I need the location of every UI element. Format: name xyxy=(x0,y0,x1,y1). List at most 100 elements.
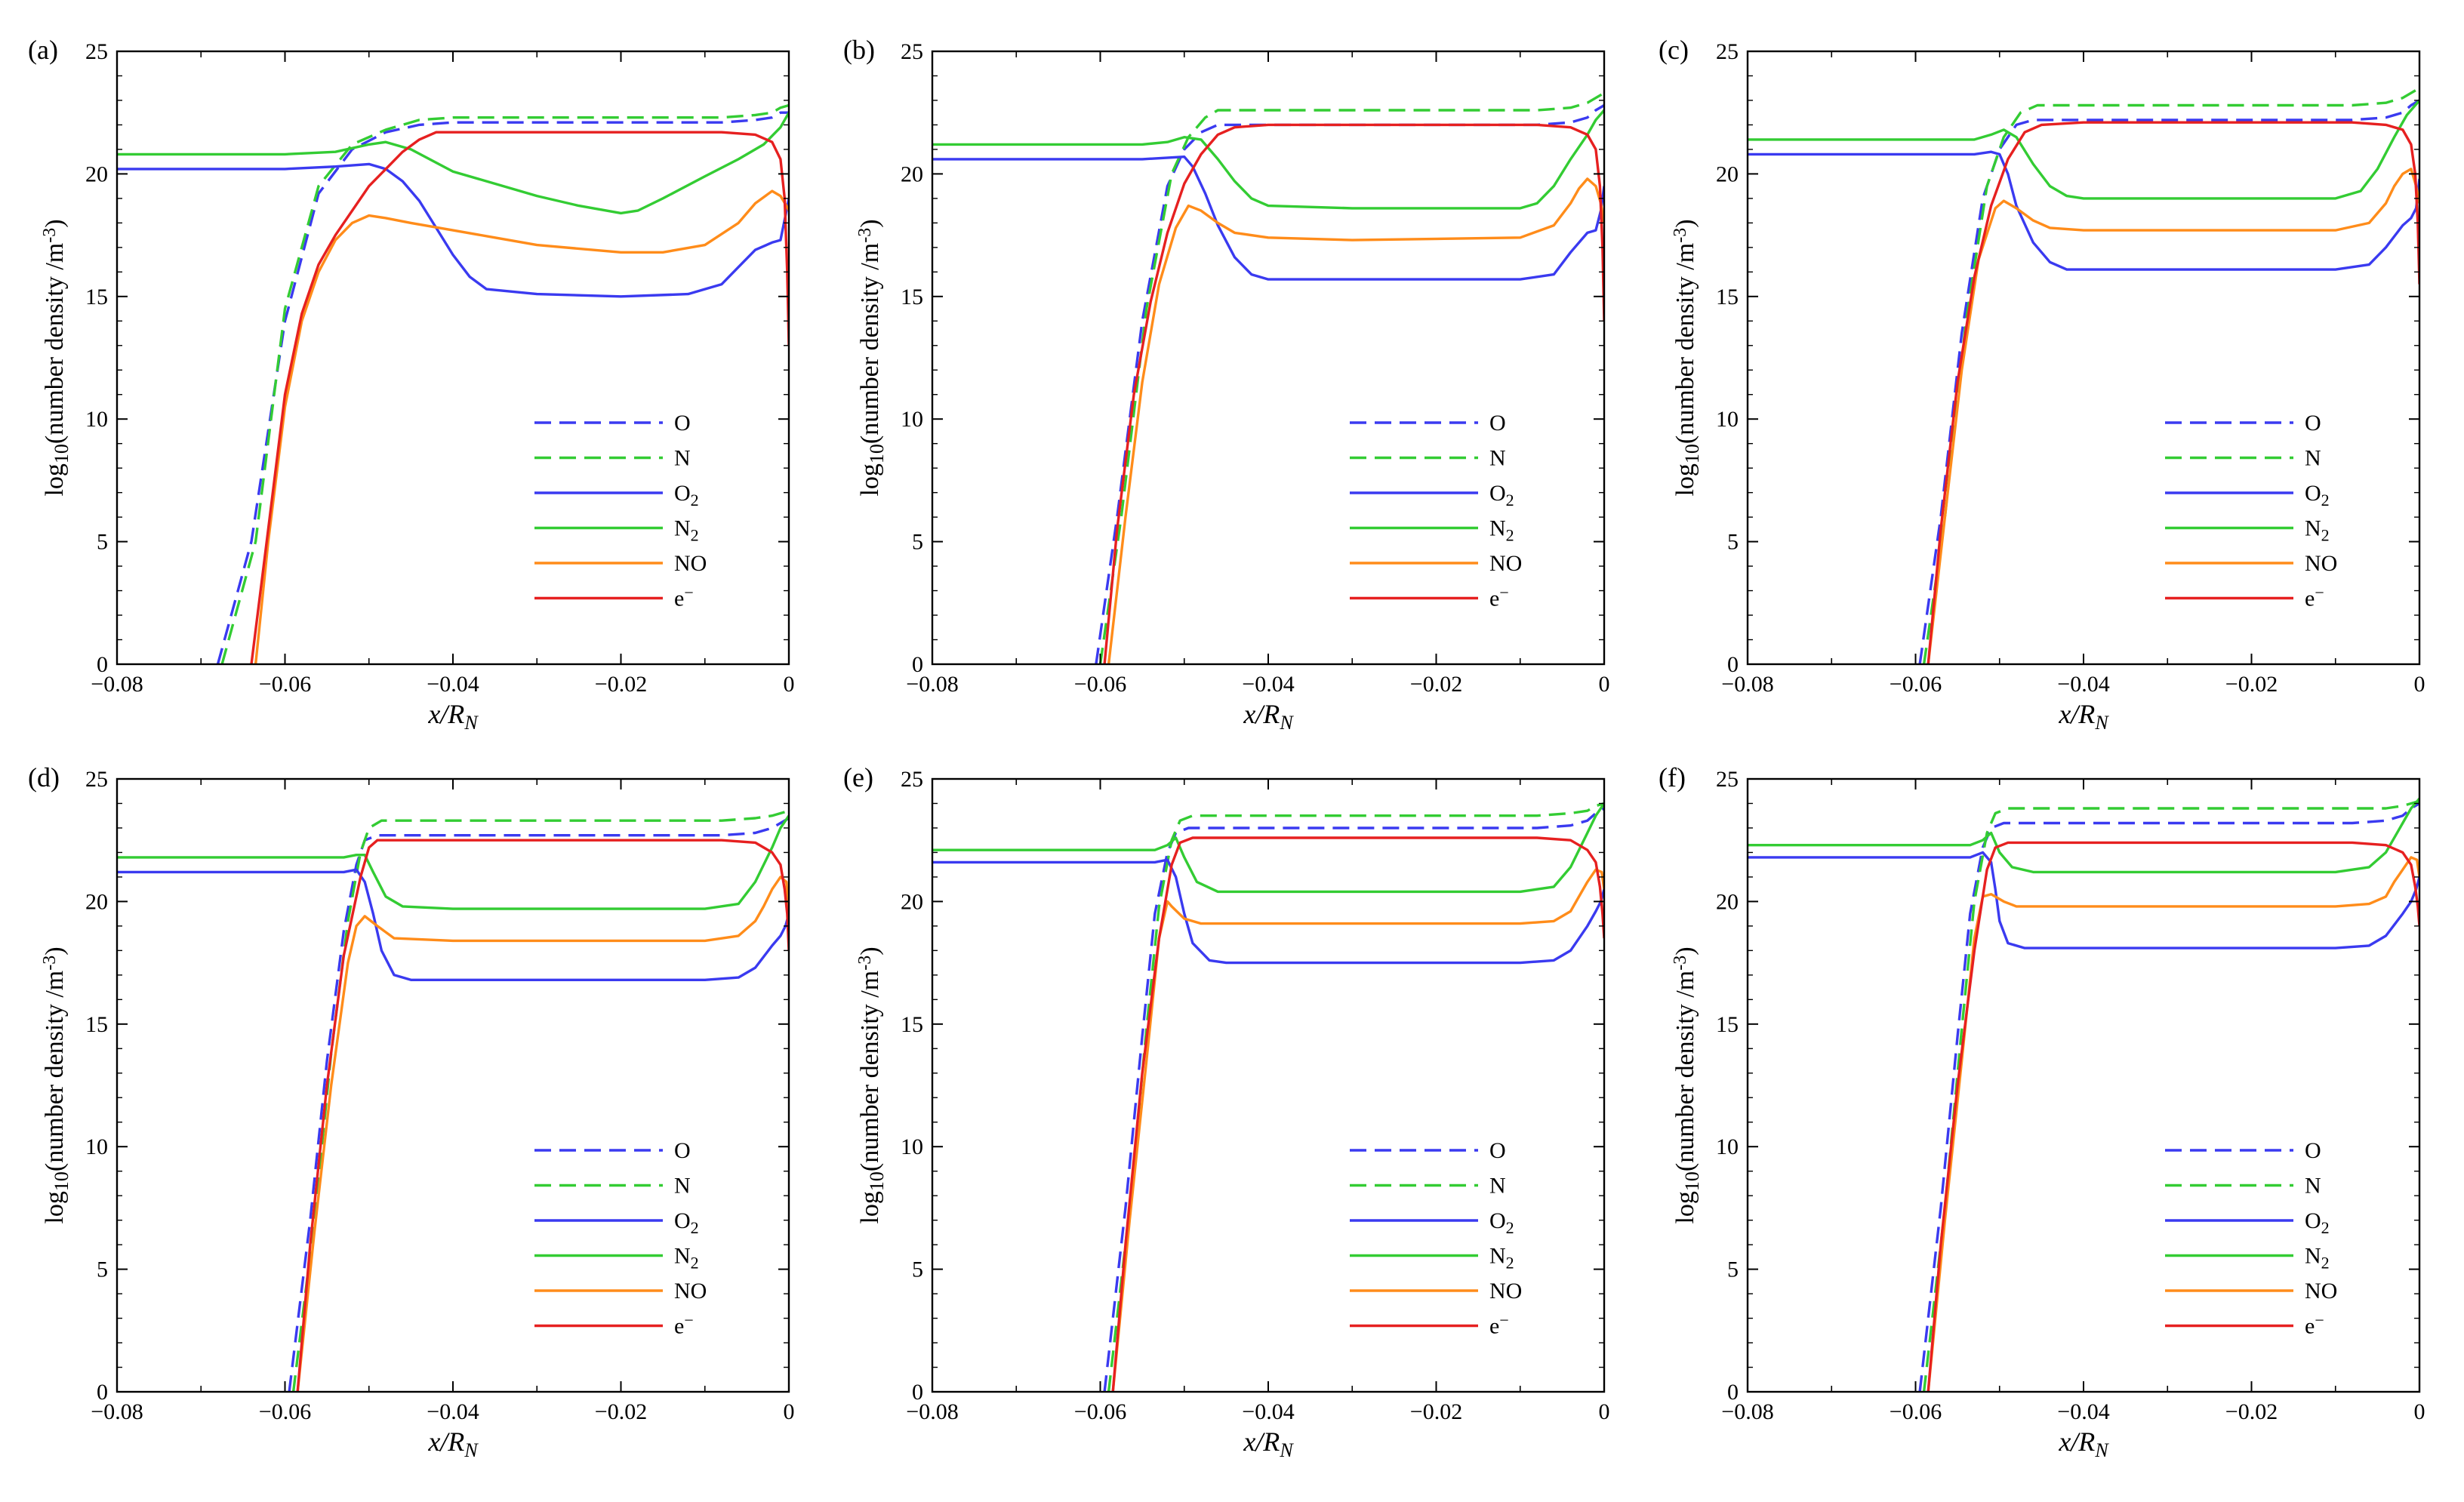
series-line-e xyxy=(1103,123,1605,664)
series-group xyxy=(932,802,1605,1392)
legend-label-name: N xyxy=(1489,1174,1506,1199)
series-line-n2 xyxy=(1748,99,2420,200)
series-line-n2 xyxy=(117,112,790,215)
legend-label-n2: N2 xyxy=(2305,1244,2330,1273)
legend-label-o: O xyxy=(2305,1138,2321,1163)
legend-label-name: e xyxy=(674,1314,684,1339)
legend-label-name: O xyxy=(2305,1208,2321,1233)
chart-panel-f: −0.08 −0.06 −0.04 −0.02 00510152025(f)x/RNlo… xyxy=(1659,762,2426,1461)
legend-label-o2: O2 xyxy=(674,1208,699,1237)
legend-label-sub: 2 xyxy=(1506,1253,1514,1272)
series-line-no xyxy=(1927,168,2420,664)
legend-label-n: N xyxy=(2305,446,2321,471)
x-tick-label: −0.08 xyxy=(906,672,958,697)
y-tick-label: 10 xyxy=(85,407,108,432)
x-axis-label-main: x/R xyxy=(2058,1427,2095,1457)
legend-label-sub: 2 xyxy=(691,1218,699,1237)
series-line-n2 xyxy=(117,814,790,910)
legend-label-name: NO xyxy=(1489,1279,1522,1303)
x-tick-label: −0.04 xyxy=(2057,672,2109,697)
y-tick-label: 15 xyxy=(901,285,923,309)
legend-label-e: e− xyxy=(2305,583,2324,611)
y-tick-label: 25 xyxy=(85,39,108,64)
x-axis-label-sub: N xyxy=(464,712,479,734)
y-tick-label: 25 xyxy=(85,767,108,792)
x-tick-label: −0.08 xyxy=(91,672,143,697)
x-axis-label-main: x/R xyxy=(427,1427,464,1457)
legend-label-sup: − xyxy=(2315,583,2324,602)
legend-label-no: NO xyxy=(1489,1279,1522,1303)
y-axis-label-log: log xyxy=(1671,1191,1699,1223)
y-tick-label: 15 xyxy=(1716,285,1739,309)
x-tick-label: −0.06 xyxy=(1074,1399,1126,1424)
y-axis-label-log: log xyxy=(41,1191,69,1223)
series-line-o xyxy=(288,817,790,1392)
x-tick-label: −0.02 xyxy=(1410,1399,1462,1424)
chart-panel-c: −0.08 −0.06 −0.04 −0.02 00510152025(c)x/RNlo… xyxy=(1659,35,2426,734)
x-tick-label: −0.06 xyxy=(259,1399,311,1424)
x-tick-label: −0.02 xyxy=(2225,672,2278,697)
legend-label-n: N xyxy=(1489,446,1506,471)
x-tick-label: 0 xyxy=(784,672,795,697)
y-axis-label-sub: 10 xyxy=(866,444,888,463)
panel-label: (a) xyxy=(28,35,58,65)
legend-label-sub: 2 xyxy=(691,1253,699,1272)
y-tick-label: 20 xyxy=(85,889,108,914)
x-tick-label: −0.08 xyxy=(1721,1399,1773,1424)
legend-label-e: e− xyxy=(1489,583,1509,611)
legend-label-name: e xyxy=(1489,586,1499,611)
y-axis-label-log: log xyxy=(1671,463,1699,496)
series-group xyxy=(117,103,790,664)
panel-label: (f) xyxy=(1659,762,1686,793)
legend-label-name: O xyxy=(674,1138,691,1163)
series-line-no xyxy=(296,876,790,1392)
x-tick-label: −0.06 xyxy=(1890,672,1942,697)
chart-panel-b: −0.08 −0.06 −0.04 −0.02 00510152025(b)x/RNlo… xyxy=(843,35,1610,734)
legend-label-sup: − xyxy=(684,1311,693,1330)
y-tick-label: 0 xyxy=(97,1380,108,1405)
x-tick-label: −0.04 xyxy=(1242,672,1294,697)
y-axis-label: log10(number density /m-3) xyxy=(855,219,888,496)
y-tick-label: 5 xyxy=(1727,530,1739,555)
legend-label-name: O xyxy=(674,411,691,436)
y-axis-label-sup: -3 xyxy=(40,228,60,243)
x-axis-label-sub: N xyxy=(1279,1439,1294,1461)
x-tick-label: 0 xyxy=(2414,672,2426,697)
legend-label-n2: N2 xyxy=(2305,516,2330,545)
y-axis-label-sup: -3 xyxy=(1671,956,1690,971)
legend-label-name: NO xyxy=(674,1279,707,1303)
x-axis-label: x/RN xyxy=(2058,699,2109,734)
x-tick-label: −0.06 xyxy=(259,672,311,697)
x-tick-label: 0 xyxy=(2414,1399,2426,1424)
legend-label-no: NO xyxy=(2305,551,2337,576)
series-line-e xyxy=(296,839,790,1392)
series-line-e xyxy=(250,131,790,664)
series-line-e xyxy=(1111,836,1605,1392)
x-tick-label: −0.04 xyxy=(427,1399,479,1424)
y-axis-label-main: (number density /m xyxy=(856,243,884,444)
x-axis-label-sub: N xyxy=(2094,712,2109,734)
panel-label: (b) xyxy=(843,35,875,65)
y-tick-label: 5 xyxy=(97,1257,108,1282)
y-axis-label-sup: -3 xyxy=(40,956,60,971)
series-line-no xyxy=(1107,177,1605,664)
legend-label-name: O xyxy=(1489,481,1506,506)
legend-label-sub: 2 xyxy=(2321,525,2330,544)
series-line-o xyxy=(216,111,789,664)
legend-label-name: e xyxy=(2305,1314,2315,1339)
legend-label-name: e xyxy=(2305,586,2315,611)
y-tick-label: 10 xyxy=(1716,1134,1739,1159)
x-tick-label: −0.02 xyxy=(595,1399,647,1424)
y-tick-label: 25 xyxy=(1716,767,1739,792)
y-tick-label: 0 xyxy=(97,652,108,677)
y-axis-label-sub: 10 xyxy=(51,444,72,463)
y-axis-label-main: (number density /m xyxy=(856,971,884,1171)
legend-label-o: O xyxy=(1489,1138,1506,1163)
series-line-n xyxy=(1922,87,2420,664)
y-tick-label: 25 xyxy=(901,39,923,64)
x-axis-label-sub: N xyxy=(2094,1439,2109,1461)
